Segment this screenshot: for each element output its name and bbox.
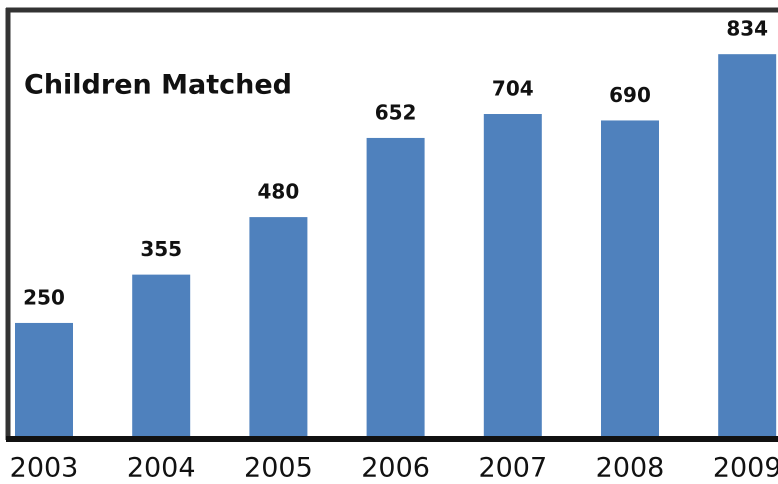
chart-title: Children Matched	[24, 70, 292, 101]
x-tick-label: 2009	[713, 453, 778, 484]
x-tick-label: 2004	[127, 453, 196, 484]
bar	[601, 120, 659, 439]
bar	[718, 54, 777, 439]
data-label: 834	[726, 17, 768, 41]
bar	[15, 322, 73, 438]
data-label: 355	[140, 237, 182, 261]
data-label: 652	[375, 100, 417, 124]
x-tick-label: 2007	[478, 453, 547, 484]
bar	[483, 114, 542, 438]
x-tick-label: 2005	[244, 453, 313, 484]
x-tick-label: 2006	[361, 453, 430, 484]
data-label: 704	[492, 77, 534, 101]
data-label: 690	[609, 83, 651, 107]
data-label: 250	[23, 285, 65, 309]
x-tick-label: 2003	[10, 453, 79, 484]
bar	[132, 274, 191, 438]
bar	[366, 137, 425, 438]
x-tick-label: 2008	[596, 453, 665, 484]
bar	[249, 217, 308, 438]
data-label: 480	[258, 180, 300, 204]
